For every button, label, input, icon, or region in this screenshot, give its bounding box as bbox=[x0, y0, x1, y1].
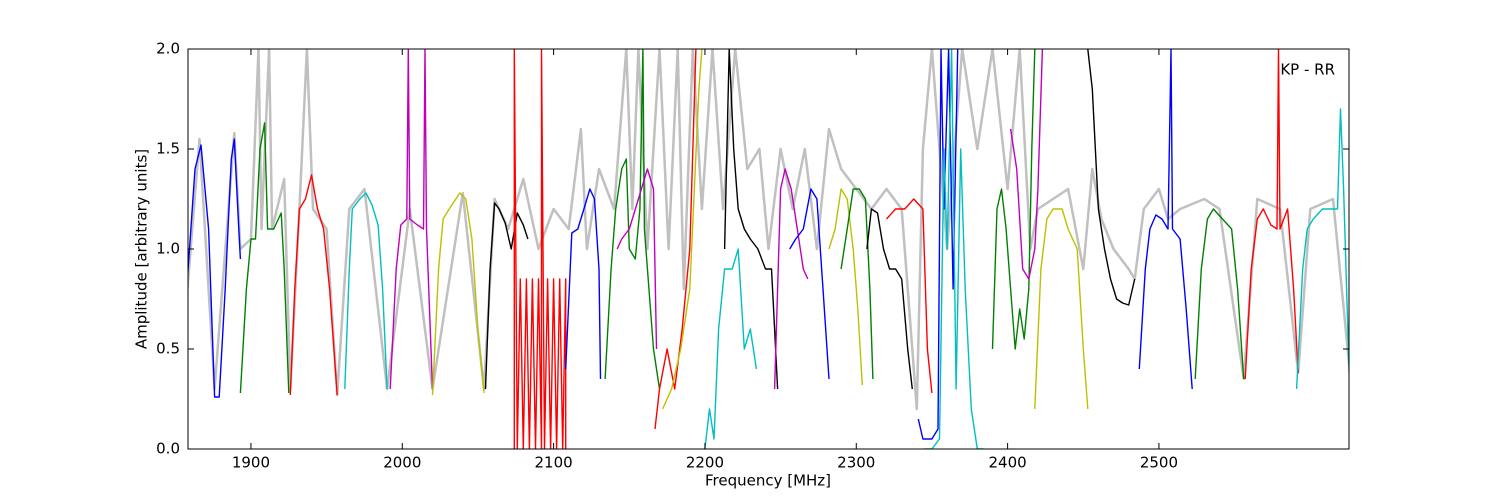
series-line bbox=[917, 49, 959, 440]
annotation: KP - RR bbox=[1280, 61, 1335, 79]
x-tick-label: 2300 bbox=[837, 454, 875, 472]
series-line bbox=[866, 208, 913, 390]
x-axis-label: Frequency [MHz] bbox=[705, 472, 831, 490]
series-line bbox=[1009, 49, 1044, 280]
series-line bbox=[431, 192, 485, 396]
series-line bbox=[789, 188, 830, 380]
y-tick-label: 1.0 bbox=[156, 240, 180, 258]
series-line bbox=[484, 202, 529, 390]
series-line bbox=[188, 138, 242, 398]
series-line bbox=[885, 198, 933, 394]
series-line bbox=[513, 49, 567, 449]
series-line bbox=[239, 122, 290, 394]
series-line bbox=[654, 49, 697, 430]
x-tick-label: 1900 bbox=[232, 454, 270, 472]
x-tick-label: 2000 bbox=[383, 454, 421, 472]
series-line bbox=[616, 168, 658, 350]
series-line bbox=[924, 49, 984, 449]
series-line bbox=[840, 188, 874, 380]
series-line bbox=[991, 49, 1036, 350]
y-tick-label: 2.0 bbox=[156, 40, 180, 58]
series-line bbox=[565, 188, 602, 380]
series-line bbox=[389, 49, 434, 390]
series-line bbox=[604, 49, 661, 390]
series-line bbox=[1244, 49, 1299, 380]
series-line bbox=[1295, 108, 1349, 390]
series-line bbox=[344, 192, 388, 390]
series-line bbox=[188, 49, 1349, 411]
x-tick-label: 2500 bbox=[1140, 454, 1178, 472]
series-line bbox=[289, 174, 338, 396]
series-line bbox=[1138, 49, 1193, 390]
plot-lines bbox=[188, 49, 1349, 449]
series-line bbox=[704, 248, 758, 449]
series-line bbox=[828, 188, 863, 386]
x-tick-label: 2400 bbox=[989, 454, 1027, 472]
y-tick-label: 0.0 bbox=[156, 440, 180, 458]
series-line bbox=[1194, 208, 1245, 380]
series-line bbox=[773, 168, 809, 390]
y-tick-label: 1.5 bbox=[156, 140, 180, 158]
series-line bbox=[1034, 208, 1089, 410]
series-line bbox=[723, 49, 779, 390]
y-tick-label: 0.5 bbox=[156, 340, 180, 358]
x-tick-label: 2200 bbox=[686, 454, 724, 472]
series-line bbox=[1087, 49, 1136, 306]
series-line bbox=[661, 49, 703, 410]
y-axis-label: Amplitude [arbitrary units] bbox=[133, 149, 151, 349]
x-tick-label: 2100 bbox=[535, 454, 573, 472]
